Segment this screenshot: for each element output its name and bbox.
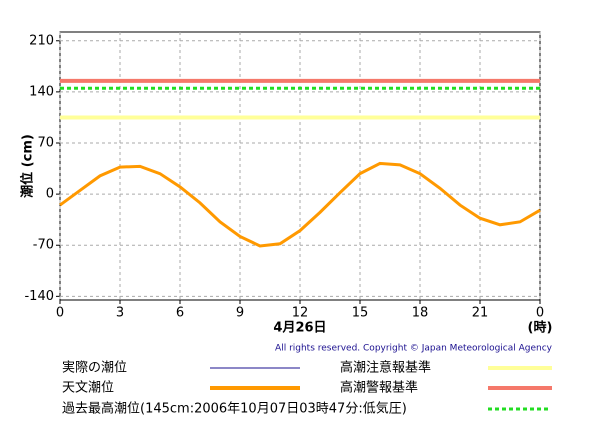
legend-label: 高潮注意報基準 <box>340 360 431 376</box>
x-tick-label: 3 <box>116 306 124 321</box>
y-tick-label: 210 <box>29 33 54 48</box>
y-tick-label: -70 <box>33 238 54 253</box>
tide-line <box>59 161 541 248</box>
y-tick-label: 0 <box>46 187 54 202</box>
x-unit: (時) <box>528 320 553 336</box>
y-tick-label: 140 <box>29 84 54 99</box>
x-tick-label: 6 <box>176 306 184 321</box>
y-tick-label: -140 <box>24 289 54 304</box>
x-tick-label: 21 <box>472 306 489 321</box>
legend-label: 高潮警報基準 <box>340 380 418 396</box>
x-axis-label: 4月26日 <box>273 321 326 336</box>
legend-label: 天文潮位 <box>62 381 114 396</box>
x-tick-label: 18 <box>412 306 429 321</box>
copyright: All rights reserved. Copyright © Japan M… <box>275 344 553 354</box>
x-tick-label: 0 <box>56 306 64 321</box>
legend-label: 過去最高潮位(145cm:2006年10月07日03時47分:低気圧) <box>62 401 407 417</box>
legend-label: 実際の潮位 <box>62 360 127 376</box>
x-tick-label: 12 <box>292 306 309 321</box>
y-axis-label: 潮位 (cm) <box>20 134 36 198</box>
x-tick-label: 0 <box>536 306 544 321</box>
x-tick-label: 15 <box>352 306 369 321</box>
x-tick-label: 9 <box>236 306 244 321</box>
y-tick-label: 70 <box>37 135 54 150</box>
